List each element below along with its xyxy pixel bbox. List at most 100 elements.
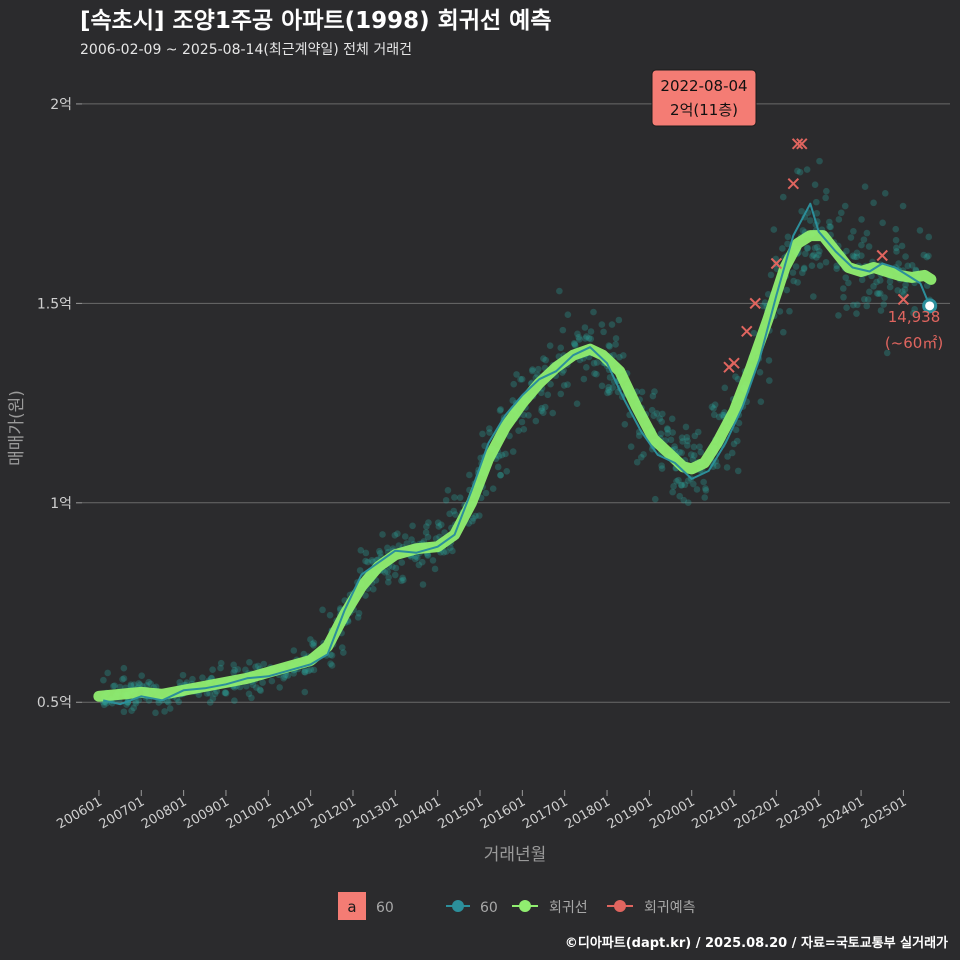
x-tick-label: 201101: [266, 794, 316, 832]
transaction-point: [257, 687, 264, 694]
transaction-point: [217, 659, 225, 667]
transaction-point: [475, 512, 483, 519]
transaction-point: [804, 245, 811, 252]
transaction-point: [497, 471, 504, 479]
transaction-point: [784, 240, 791, 248]
transaction-point: [678, 449, 686, 457]
transaction-point: [651, 388, 658, 395]
transaction-point: [811, 244, 819, 252]
legend-label-regression: 회귀선: [549, 900, 588, 916]
transaction-point: [452, 511, 459, 518]
transaction-point: [538, 407, 545, 415]
transaction-point: [546, 342, 554, 349]
prediction-point: [897, 293, 910, 306]
transaction-point: [822, 194, 829, 202]
x-tick-label: 201701: [520, 794, 570, 832]
last-trade-value: 14,938: [888, 308, 941, 326]
transaction-point: [391, 571, 399, 579]
transaction-point: [326, 611, 334, 619]
transaction-point: [835, 216, 843, 223]
transaction-point: [544, 391, 552, 399]
transaction-point: [860, 236, 868, 243]
prediction-cross-b: [728, 357, 740, 369]
transaction-point: [879, 219, 886, 227]
transaction-point: [861, 295, 868, 303]
transaction-point: [384, 544, 391, 552]
transaction-point: [627, 443, 635, 450]
transaction-point: [509, 397, 517, 404]
transaction-point: [640, 451, 647, 458]
transaction-point: [701, 494, 709, 501]
transaction-point: [765, 357, 773, 364]
transaction-point: [710, 411, 718, 419]
transaction-point: [659, 410, 666, 418]
transaction-point: [892, 236, 900, 244]
transaction-point: [593, 370, 600, 378]
transaction-point: [784, 233, 792, 241]
transaction-point: [808, 262, 816, 269]
transaction-point: [849, 252, 857, 260]
transaction-point: [415, 561, 423, 569]
transaction-point: [520, 411, 527, 419]
transaction-point: [209, 695, 217, 702]
transaction-point: [734, 467, 742, 475]
transaction-point: [398, 559, 406, 566]
transaction-point: [381, 568, 389, 576]
transaction-point: [684, 499, 692, 506]
transaction-point: [395, 542, 403, 549]
transaction-point: [472, 512, 479, 520]
transaction-point: [870, 199, 877, 207]
transaction-point: [840, 293, 847, 301]
transaction-point: [881, 294, 888, 301]
transaction-point: [576, 336, 583, 343]
prediction-point: [770, 257, 783, 270]
transaction-point: [385, 578, 392, 586]
transaction-point: [608, 321, 616, 328]
transaction-point: [840, 285, 847, 292]
transaction-point: [676, 492, 684, 500]
transaction-point: [733, 437, 741, 445]
transaction-point: [495, 452, 503, 460]
transaction-point: [796, 168, 804, 176]
transaction-point: [656, 415, 664, 422]
transaction-point: [766, 377, 773, 384]
chart-subtitle: 2006-02-09 ~ 2025-08-14(최근계약일) 전체 거래건: [80, 42, 412, 58]
transaction-point: [679, 438, 686, 445]
transaction-point: [408, 536, 415, 543]
transaction-point: [509, 448, 517, 455]
x-axis-label: 거래년월: [484, 845, 547, 865]
transaction-point: [547, 380, 554, 388]
transaction-point: [822, 258, 830, 266]
callout-date: 2022-08-04: [660, 77, 747, 95]
transaction-point: [790, 277, 797, 285]
transaction-point: [776, 308, 784, 315]
transaction-point: [249, 681, 257, 689]
prediction-point: [749, 297, 761, 310]
transaction-point: [593, 359, 601, 366]
transaction-point: [136, 681, 144, 689]
transaction-point: [853, 249, 861, 257]
transaction-point: [813, 243, 821, 251]
transaction-point: [690, 443, 698, 451]
transaction-point: [424, 552, 432, 559]
transaction-point: [667, 436, 675, 444]
transaction-point: [657, 430, 665, 438]
transaction-point: [418, 558, 426, 566]
transaction-point: [681, 481, 689, 489]
transaction-point: [799, 269, 806, 277]
transaction-point: [161, 708, 168, 715]
transaction-point: [437, 521, 445, 528]
transaction-point: [130, 681, 138, 688]
transaction-points: [99, 157, 933, 717]
transaction-point: [691, 432, 699, 440]
transaction-point: [539, 409, 547, 416]
callout-value: 2억(11층): [670, 101, 738, 119]
transaction-point: [823, 187, 830, 195]
x-tick-label: 200601: [54, 794, 104, 832]
transaction-point: [697, 448, 705, 456]
transaction-point: [804, 244, 811, 252]
transaction-point: [858, 252, 865, 260]
transaction-point: [721, 384, 729, 392]
prediction-cross-b: [796, 138, 808, 150]
legend-dot-prediction: [614, 900, 626, 912]
